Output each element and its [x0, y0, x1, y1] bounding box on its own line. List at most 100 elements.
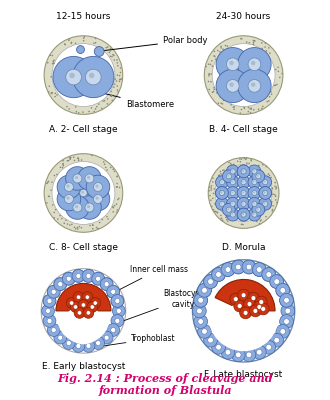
Circle shape [110, 56, 111, 57]
Circle shape [248, 58, 261, 71]
Circle shape [96, 341, 101, 346]
Circle shape [80, 189, 87, 197]
Circle shape [226, 187, 239, 199]
Circle shape [72, 340, 85, 352]
Circle shape [262, 164, 264, 166]
Circle shape [280, 288, 285, 293]
Circle shape [237, 165, 250, 178]
Circle shape [266, 50, 267, 52]
Circle shape [111, 294, 124, 307]
Circle shape [241, 201, 246, 206]
Circle shape [69, 158, 71, 160]
Circle shape [251, 296, 256, 300]
Circle shape [72, 270, 85, 282]
Circle shape [259, 223, 260, 224]
Circle shape [246, 158, 247, 159]
Circle shape [82, 191, 84, 194]
Circle shape [119, 75, 120, 76]
Circle shape [54, 278, 67, 290]
Circle shape [270, 275, 283, 288]
Text: Fig. 2.14 : Process of cleavage and
formation of Blastula: Fig. 2.14 : Process of cleavage and form… [57, 373, 273, 396]
Circle shape [204, 333, 217, 347]
Circle shape [227, 208, 229, 210]
Circle shape [210, 200, 212, 201]
Circle shape [274, 85, 275, 86]
Circle shape [53, 217, 55, 219]
Circle shape [62, 167, 63, 168]
Circle shape [48, 91, 49, 93]
Circle shape [256, 267, 262, 272]
Circle shape [216, 272, 221, 277]
Circle shape [70, 301, 74, 305]
Text: Trophoblast: Trophoblast [91, 334, 176, 348]
Circle shape [250, 112, 251, 114]
Circle shape [281, 304, 295, 318]
Circle shape [229, 82, 234, 87]
Circle shape [231, 202, 233, 204]
Circle shape [194, 294, 208, 307]
Circle shape [212, 268, 225, 281]
Circle shape [263, 190, 268, 196]
Circle shape [226, 176, 239, 188]
Circle shape [281, 73, 283, 74]
Circle shape [268, 100, 270, 102]
Circle shape [266, 272, 272, 277]
Circle shape [253, 170, 255, 172]
Circle shape [75, 228, 77, 230]
Circle shape [73, 56, 114, 98]
Circle shape [220, 102, 222, 104]
Circle shape [114, 83, 116, 85]
Circle shape [75, 176, 78, 179]
Circle shape [253, 109, 254, 110]
Circle shape [60, 166, 61, 168]
Circle shape [46, 183, 48, 184]
Circle shape [79, 226, 80, 228]
Circle shape [213, 209, 214, 210]
Circle shape [54, 175, 55, 176]
Circle shape [86, 274, 91, 278]
Circle shape [93, 42, 95, 44]
Circle shape [221, 263, 235, 276]
Circle shape [231, 192, 233, 193]
Circle shape [213, 91, 214, 92]
Wedge shape [215, 280, 275, 311]
Circle shape [252, 169, 257, 174]
Text: Inner cell mass: Inner cell mass [96, 265, 188, 302]
Circle shape [198, 319, 203, 324]
Circle shape [113, 55, 115, 56]
Circle shape [270, 333, 283, 347]
Circle shape [241, 38, 243, 40]
Circle shape [75, 106, 77, 108]
Circle shape [262, 268, 276, 281]
Circle shape [47, 324, 60, 336]
Circle shape [64, 305, 103, 344]
Circle shape [237, 176, 250, 188]
Circle shape [241, 212, 246, 217]
Circle shape [276, 186, 277, 188]
Circle shape [230, 104, 232, 106]
Circle shape [76, 111, 77, 112]
Circle shape [81, 159, 82, 161]
Circle shape [61, 218, 63, 219]
Circle shape [115, 318, 120, 323]
Circle shape [86, 344, 91, 348]
Circle shape [65, 220, 67, 221]
Circle shape [58, 282, 63, 287]
Circle shape [242, 213, 244, 215]
Circle shape [240, 112, 241, 114]
Circle shape [85, 295, 89, 299]
Circle shape [117, 209, 118, 211]
Circle shape [89, 225, 91, 226]
Circle shape [104, 282, 109, 287]
Circle shape [111, 94, 113, 96]
Circle shape [62, 272, 75, 285]
Circle shape [211, 60, 213, 62]
Circle shape [115, 298, 120, 303]
Circle shape [209, 186, 211, 188]
Circle shape [109, 52, 110, 53]
Circle shape [52, 204, 53, 206]
Circle shape [107, 218, 109, 220]
Circle shape [274, 186, 276, 187]
Circle shape [253, 213, 255, 215]
Circle shape [244, 298, 255, 310]
